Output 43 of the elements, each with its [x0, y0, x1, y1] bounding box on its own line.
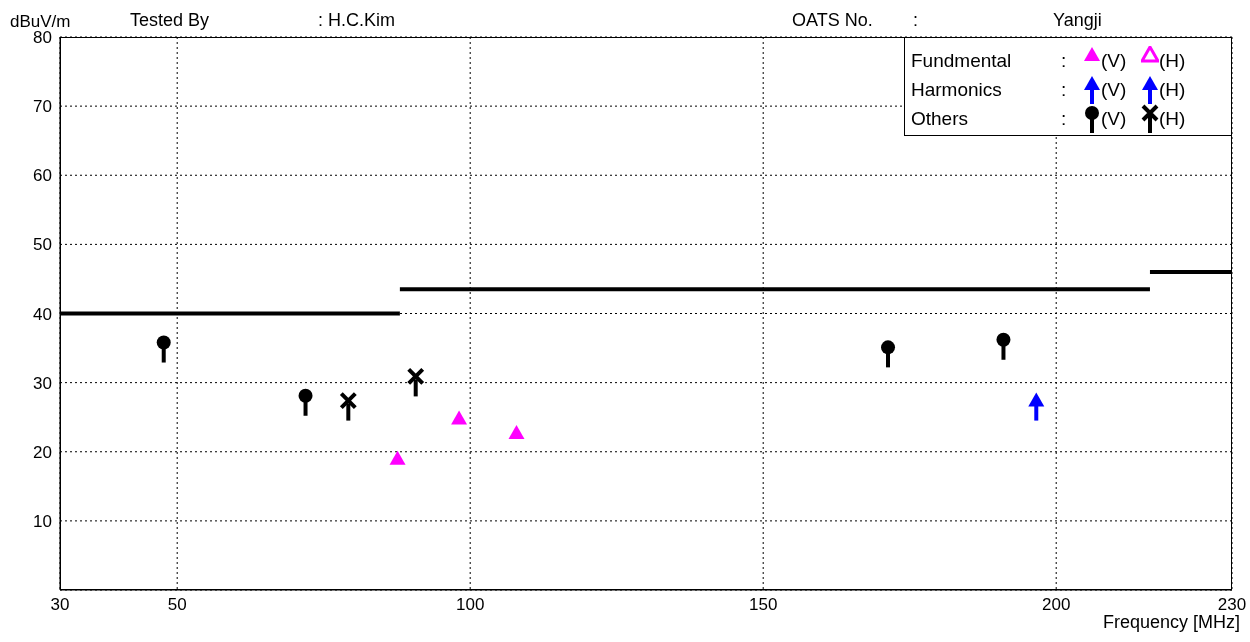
y-tick-label: 70 — [33, 97, 52, 117]
point — [451, 410, 468, 425]
text: Tested By — [130, 10, 210, 31]
x-tick-label: 230 — [1217, 595, 1247, 615]
legend-label: (H) — [1159, 49, 1186, 72]
y-tick-label: 30 — [33, 373, 52, 393]
annotation: : — [1061, 107, 1068, 130]
legend-label: (V) — [1101, 49, 1127, 72]
x-tick-label: 200 — [1042, 595, 1071, 615]
text: OATS No. — [792, 10, 873, 31]
y-tick-label: 10 — [33, 511, 52, 531]
x-tick-label: 50 — [167, 595, 187, 615]
point — [406, 367, 425, 386]
point — [339, 391, 358, 410]
y-tick-label: 40 — [33, 304, 52, 324]
legend-label: (V) — [1101, 78, 1127, 101]
legend-label: (V) — [1101, 107, 1127, 130]
x-tick-label: 100 — [456, 595, 485, 615]
annotation: : — [1061, 78, 1068, 101]
y-axis-title: dBuV/m — [10, 12, 71, 31]
point — [508, 425, 525, 440]
y-tick-label: 50 — [33, 235, 52, 255]
legend-label: (H) — [1159, 78, 1186, 101]
annotation: Others — [911, 107, 970, 130]
point — [881, 340, 896, 355]
text: Yangji — [1053, 10, 1102, 31]
point — [1028, 392, 1045, 407]
legend-label: (H) — [1159, 107, 1186, 130]
point — [389, 450, 406, 465]
annotation: Harmonics — [911, 78, 1003, 101]
y-tick-label: 20 — [33, 442, 52, 462]
annotation: : — [1061, 49, 1068, 72]
x-tick-label: 150 — [749, 595, 778, 615]
text: : H.C.Kim — [318, 10, 396, 31]
text: : — [913, 10, 919, 31]
y-tick-label: 80 — [33, 28, 52, 48]
x-tick-label: 30 — [50, 595, 70, 615]
y-tick-label: 60 — [33, 166, 52, 186]
point — [996, 332, 1011, 347]
point — [156, 335, 171, 350]
x-axis-title: Frequency [MHz] — [1102, 612, 1240, 633]
point — [298, 388, 313, 403]
annotation: Fundmental — [911, 49, 1013, 72]
